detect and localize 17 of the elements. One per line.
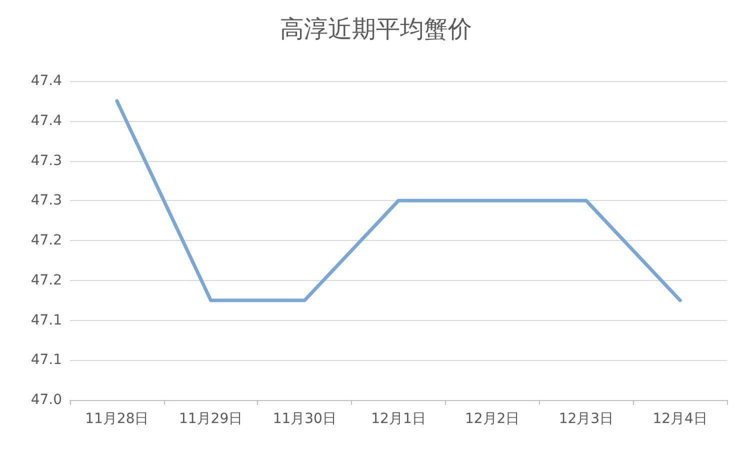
- y-tick-label: 47.4: [30, 112, 62, 129]
- y-tick-label: 47.2: [30, 272, 62, 288]
- x-tick-label: 12月2日: [464, 411, 520, 427]
- y-tick-label: 47.3: [30, 192, 62, 209]
- x-tick-label: 12月4日: [652, 411, 708, 427]
- x-tick-label: 12月3日: [558, 411, 614, 427]
- x-tick-label: 11月28日: [85, 411, 149, 427]
- y-tick-label: 47.1: [30, 352, 62, 368]
- chart-title: 高淳近期平均蟹价: [280, 15, 472, 43]
- x-tick-label: 11月29日: [178, 411, 243, 427]
- y-tick-label: 47.1: [30, 312, 62, 328]
- x-tick-label: 12月1日: [371, 411, 426, 427]
- y-tick-label: 47.2: [30, 232, 62, 248]
- y-tick-label: 47.0: [30, 392, 62, 408]
- y-tick-label: 47.3: [30, 152, 62, 169]
- y-tick-label: 47.4: [30, 73, 62, 89]
- x-tick-label: 11月30日: [272, 411, 336, 427]
